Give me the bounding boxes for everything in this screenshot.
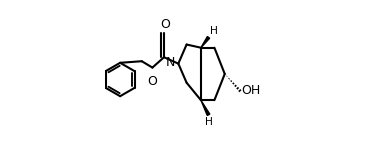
Text: O: O [148,75,157,88]
Text: H: H [205,117,212,127]
Text: OH: OH [242,84,261,97]
Text: N: N [165,56,175,69]
Text: H: H [210,26,218,36]
Text: O: O [160,18,170,31]
Polygon shape [201,37,210,48]
Polygon shape [201,100,210,115]
